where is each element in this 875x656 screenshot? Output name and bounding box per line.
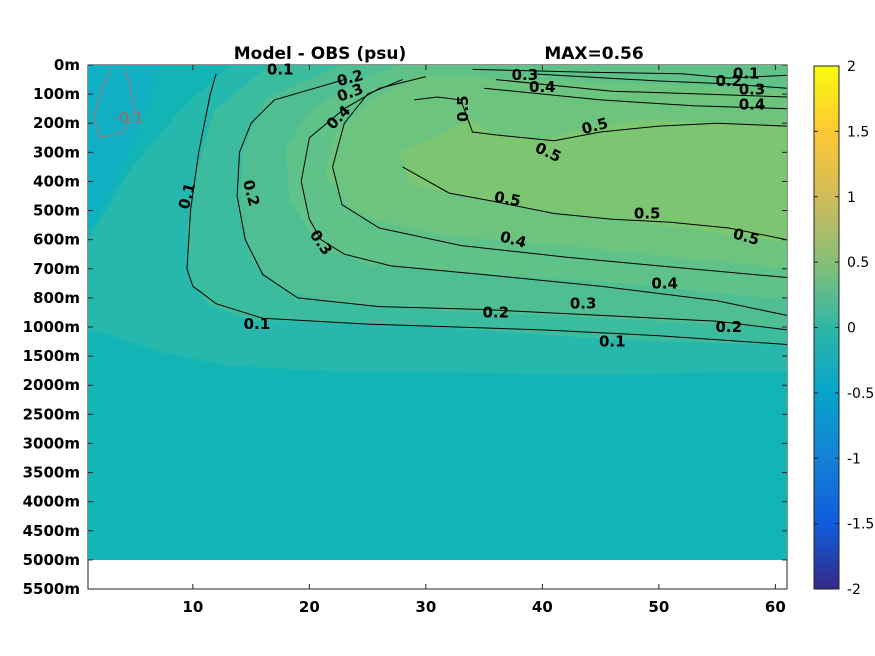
colorbar	[813, 65, 840, 590]
contour-label: 0.3	[512, 66, 539, 84]
contour-line	[186, 73, 787, 345]
y-axis: 0m 100m 200m 300m 400m 500m 600m 700m 800m 1000m 1…	[23, 56, 787, 598]
y-tick-label: 300m	[33, 143, 80, 161]
contour-lines	[93, 67, 787, 345]
y-tick-label: 5000m	[23, 551, 80, 569]
y-tick-label: 2500m	[23, 405, 80, 423]
chart-title: Model - OBS (psu)	[234, 44, 407, 64]
contour-label: 0.4	[529, 78, 556, 96]
y-tick-label: 400m	[33, 172, 80, 190]
x-tick-label: 50	[648, 598, 669, 616]
contour-label: 0.5	[634, 204, 661, 222]
contour-label: 0.2	[482, 303, 509, 321]
band-slightly-negative	[88, 65, 160, 230]
y-tick-label: 2000m	[23, 376, 80, 394]
contour-label: 0.2	[715, 318, 742, 336]
colorbar-tick-label: -1.5	[847, 517, 874, 533]
y-tick-label: 1000m	[23, 318, 80, 336]
contour-line	[236, 79, 787, 331]
contour-label-negative: -0.1	[114, 108, 143, 126]
contour-label: 0.5	[493, 188, 522, 210]
colorbar-tick-label: -0.5	[847, 386, 874, 402]
y-tick-label: 200m	[33, 114, 80, 132]
contour-label: 0.1	[244, 315, 271, 333]
colorbar-tick-label: 0	[847, 321, 856, 337]
contour-line	[414, 96, 787, 142]
contour-line	[495, 79, 787, 98]
colorbar-tick-label: 1	[847, 190, 856, 206]
contour-label: 0.2	[715, 72, 742, 90]
x-tick-label: 20	[299, 598, 320, 616]
contour-line-negative	[93, 67, 136, 139]
contour-label: 0.5	[454, 95, 472, 122]
colorbar-tick-label: 1.5	[847, 124, 869, 140]
contour-line	[300, 76, 787, 316]
contour-label: 0.1	[267, 60, 294, 78]
y-tick-label: 700m	[33, 260, 80, 278]
y-tick-label: 3000m	[23, 434, 80, 452]
x-axis: 10 20 30 40 50 60	[182, 65, 786, 616]
colorbar-tick-label: -1	[847, 451, 861, 467]
y-tick-label: 500m	[33, 202, 80, 220]
contour-line	[472, 68, 787, 79]
y-tick-label: 5500m	[23, 580, 80, 598]
band-above-0.5	[400, 118, 787, 243]
contour-label: 0.1	[733, 65, 760, 83]
x-tick-label: 40	[532, 598, 553, 616]
y-tick-label: 4000m	[23, 493, 80, 511]
contour-label: 0.4	[739, 95, 766, 113]
filled-field	[88, 65, 787, 560]
colorbar-tick-label: 2	[847, 59, 856, 75]
colorbar-tick-label: -2	[847, 582, 861, 598]
contour-label: 0.3	[739, 81, 766, 99]
y-tick-label: 0m	[54, 56, 80, 74]
y-tick-label: 1500m	[23, 347, 80, 365]
contour-line	[402, 166, 787, 241]
x-tick-label: 30	[415, 598, 436, 616]
colorbar-ticks: 2 1.5 1 0.5 0 -0.5 -1 -1.5 -2	[814, 59, 874, 598]
contour-labels: 0.1 0.20.30.40.30.20.10.50.30.40.50.50.50…	[114, 60, 765, 350]
y-tick-label: 3500m	[23, 464, 80, 482]
contour-line	[530, 73, 787, 89]
colorbar-tick-label: 0.5	[847, 255, 869, 271]
y-tick-label: 600m	[33, 231, 80, 249]
y-tick-label: 800m	[33, 289, 80, 307]
x-tick-label: 10	[182, 598, 203, 616]
contour-label: 0.4	[651, 274, 678, 292]
contour-label: 0.1	[599, 333, 626, 351]
contour-line	[484, 87, 787, 110]
y-tick-label: 4500m	[23, 522, 80, 540]
contour-line	[332, 79, 787, 278]
contour-label: 0.3	[570, 295, 597, 313]
max-label: MAX=0.56	[544, 44, 643, 64]
x-tick-label: 60	[765, 598, 786, 616]
y-tick-label: 100m	[33, 85, 80, 103]
